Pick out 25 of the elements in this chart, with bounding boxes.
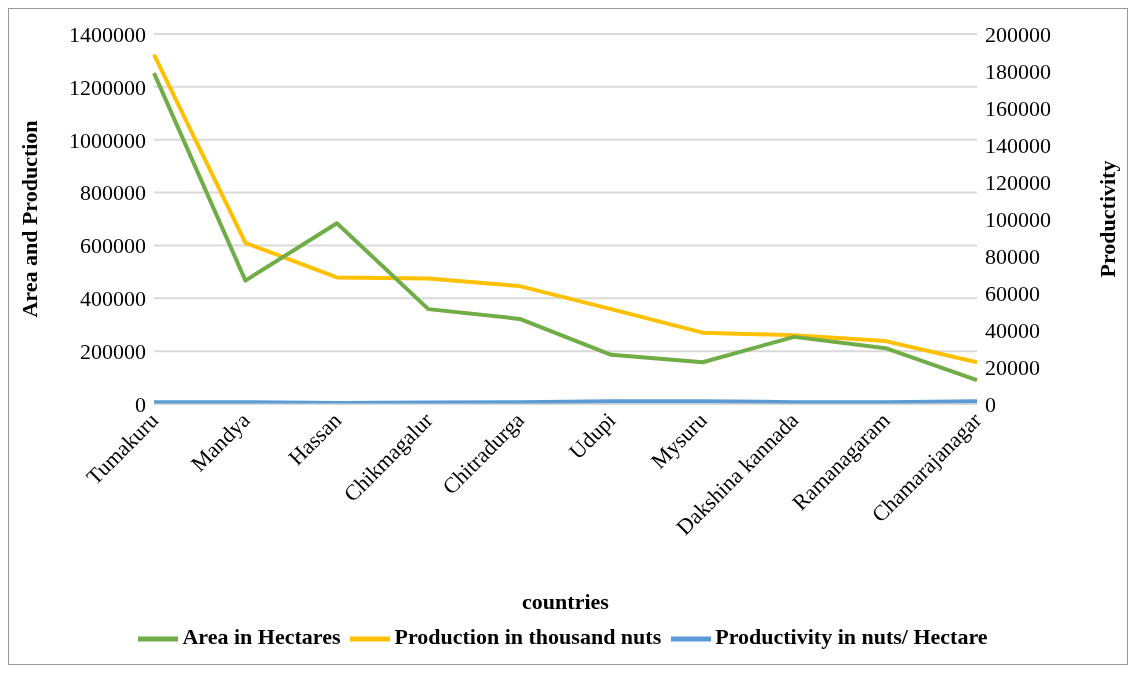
y2-tick-label: 60000 — [985, 280, 1040, 306]
y2-tick-label: 200000 — [985, 21, 1051, 47]
legend-label: Production in thousand nuts — [394, 624, 662, 650]
y2-tick-label: 40000 — [985, 317, 1040, 343]
y2-tick-label: 140000 — [985, 132, 1051, 158]
y2-tick-label: 100000 — [985, 206, 1051, 232]
y2-tick-label: 20000 — [985, 354, 1040, 380]
y2-tick-label: 80000 — [985, 243, 1040, 269]
y-tick-label: 0 — [135, 391, 146, 417]
x-axis-title: countries — [522, 589, 610, 614]
y2-axis-title: Productivity — [1094, 160, 1120, 278]
y-tick-label: 1400000 — [69, 21, 146, 47]
y-tick-label: 800000 — [80, 180, 146, 206]
y2-tick-label: 0 — [985, 391, 996, 417]
y2-tick-label: 120000 — [985, 169, 1051, 195]
y2-tick-label: 180000 — [985, 58, 1051, 84]
legend-label: Productivity in nuts/ Hectare — [715, 624, 988, 650]
y-tick-label: 200000 — [80, 338, 146, 364]
y-tick-label: 600000 — [80, 233, 146, 259]
y-tick-label: 400000 — [80, 286, 146, 312]
y-axis-title: Area and Production — [16, 120, 42, 318]
y-tick-label: 1200000 — [69, 74, 146, 100]
legend-label: Area in Hectares — [182, 624, 341, 650]
y-tick-label: 1000000 — [69, 127, 146, 153]
y2-tick-label: 160000 — [985, 95, 1051, 121]
